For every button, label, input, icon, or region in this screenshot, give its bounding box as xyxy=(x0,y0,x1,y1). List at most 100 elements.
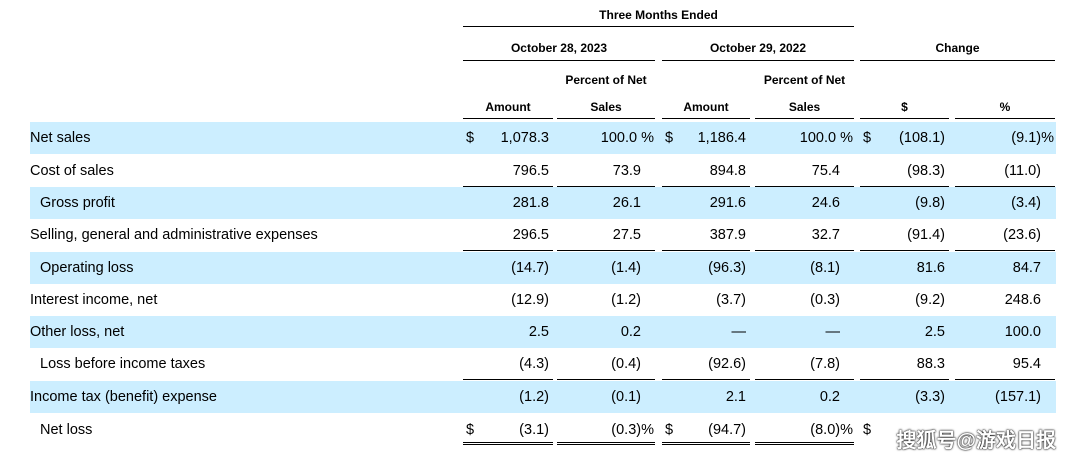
col-2023-rule xyxy=(463,60,655,61)
cell-value: 100.0 xyxy=(1004,324,1041,340)
cell-value: 296.5 xyxy=(512,227,549,243)
table-cell: (92.6) xyxy=(662,348,750,380)
cell-value: 248.6 xyxy=(1004,292,1041,308)
subtotal-underline xyxy=(463,250,553,251)
cell-value: 88.3 xyxy=(916,356,945,372)
subtotal-underline xyxy=(755,250,854,251)
cell-value: (1.2) xyxy=(611,292,641,308)
change-dollar-rule xyxy=(860,118,949,119)
table-cell: (12.9) xyxy=(463,284,553,316)
table-cell: — xyxy=(662,316,750,348)
sales-2023-rule xyxy=(557,118,655,119)
table-cell: (157.1) xyxy=(955,381,1055,413)
pct-net-header-2022: Percent of Net xyxy=(763,73,846,87)
table-row: Loss before income taxes (4.3) (0.4) (92.6)… xyxy=(30,348,1056,380)
cell-value: (3.4) xyxy=(1011,195,1041,211)
cell-value: (1.2) xyxy=(519,389,549,405)
table-cell: (3.7) xyxy=(662,284,750,316)
table-cell: 248.6 xyxy=(955,284,1055,316)
subtotal-underline xyxy=(463,186,553,187)
table-cell: 75.4 xyxy=(755,155,854,187)
cell-value: 1,186.4 xyxy=(697,130,746,146)
cell-value: (14.7) xyxy=(511,260,549,276)
cell-value: 281.8 xyxy=(512,195,549,211)
cell-value: 291.6 xyxy=(709,195,746,211)
cell-value: (1.4) xyxy=(611,260,641,276)
table-cell: (4.3) xyxy=(463,348,553,380)
cell-value: 894.8 xyxy=(709,163,746,179)
subtotal-underline xyxy=(463,379,553,380)
table-row: Selling, general and administrative expe… xyxy=(30,219,1056,251)
cell-value: (3.1) xyxy=(519,422,549,438)
row-label: Cost of sales xyxy=(30,163,114,179)
cell-value: 796.5 xyxy=(512,163,549,179)
table-row: Other loss, net 2.5 0.2 — — 2.5 100.0 xyxy=(30,316,1056,348)
table-row: Interest income, net (12.9) (1.2) (3.7) (0.3… xyxy=(30,284,1056,316)
col-2023-header: October 28, 2023 xyxy=(510,41,608,55)
cell-value: — xyxy=(731,324,747,340)
cell-value: 1,078.3 xyxy=(500,130,549,146)
table-cell: 2.5 xyxy=(860,316,949,348)
cell-value: 95.4 xyxy=(1012,356,1041,372)
subtotal-underline xyxy=(860,186,949,187)
row-label: Interest income, net xyxy=(30,292,158,308)
subtotal-underline xyxy=(955,379,1055,380)
row-label: Other loss, net xyxy=(30,324,125,340)
table-cell: 2.5 xyxy=(463,316,553,348)
row-label: Income tax (benefit) expense xyxy=(30,389,217,405)
table-cell: 387.9 xyxy=(662,219,750,251)
table-row: Cost of sales 796.5 73.9 894.8 75.4 (98.3) (11… xyxy=(30,155,1056,187)
subtotal-underline xyxy=(662,250,750,251)
table-cell: 100.0 xyxy=(955,316,1055,348)
cell-value: (108.1) xyxy=(899,130,945,146)
table-cell: 0.2 xyxy=(557,316,655,348)
cell-value: (9.1)% xyxy=(1011,130,1054,146)
table-cell: $ (3.1) xyxy=(463,414,553,446)
table-cell: (9.1)% xyxy=(955,122,1055,154)
cell-value: (94.7) xyxy=(708,422,746,438)
cell-value: (3.3) xyxy=(915,389,945,405)
subtotal-underline xyxy=(557,379,655,380)
subtotal-underline xyxy=(557,186,655,187)
table-cell: 26.1 xyxy=(557,187,655,219)
currency-symbol: $ xyxy=(863,130,872,146)
cell-value: 84.7 xyxy=(1012,260,1041,276)
cell-value: (157.1) xyxy=(995,389,1041,405)
subtotal-underline xyxy=(557,250,655,251)
table-cell: (0.3) xyxy=(755,284,854,316)
period-header: Three Months Ended xyxy=(599,8,718,22)
row-label: Loss before income taxes xyxy=(40,356,206,372)
currency-symbol: $ xyxy=(665,130,674,146)
amount-header-2022: Amount xyxy=(683,100,729,114)
table-cell: (8.1) xyxy=(755,252,854,284)
change-dollar-header: $ xyxy=(901,100,908,114)
table-cell: (3.4) xyxy=(955,187,1055,219)
table-cell: $ xyxy=(860,414,949,446)
col-2022-rule xyxy=(662,60,854,61)
change-percent-rule xyxy=(955,118,1055,119)
table-cell: 100.0 % xyxy=(557,122,655,154)
table-cell: (1.4) xyxy=(557,252,655,284)
subtotal-underline xyxy=(860,250,949,251)
table-row: Net sales $1,078.3 100.0 % $1,186.4 100.0 % $… xyxy=(30,122,1056,154)
cell-value: — xyxy=(825,324,841,340)
table-cell: (0.3)% xyxy=(557,414,655,446)
subtotal-underline xyxy=(955,250,1055,251)
table-cell: (7.8) xyxy=(755,348,854,380)
row-label: Net loss xyxy=(40,422,93,438)
table-cell: 281.8 xyxy=(463,187,553,219)
change-rule xyxy=(860,60,1055,61)
cell-value: (12.9) xyxy=(511,292,549,308)
table-cell: 95.4 xyxy=(955,348,1055,380)
subtotal-underline xyxy=(755,186,854,187)
table-cell: 27.5 xyxy=(557,219,655,251)
table-cell: (0.4) xyxy=(557,348,655,380)
table-cell: 0.2 xyxy=(755,381,854,413)
table-cell: (8.0)% xyxy=(755,414,854,446)
table-cell: (98.3) xyxy=(860,155,949,187)
table-cell: (14.7) xyxy=(463,252,553,284)
row-label: Selling, general and administrative expe… xyxy=(30,227,318,243)
table-cell: (1.2) xyxy=(557,284,655,316)
subtotal-underline xyxy=(662,379,750,380)
cell-value: (98.3) xyxy=(907,163,945,179)
